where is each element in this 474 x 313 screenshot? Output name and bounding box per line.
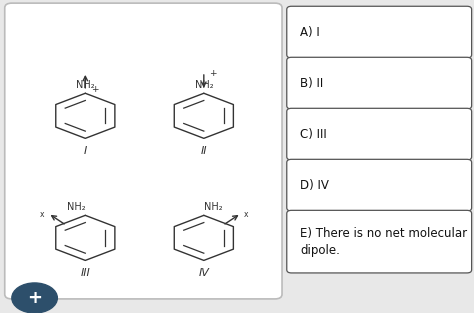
Text: E) There is no net molecular
dipole.: E) There is no net molecular dipole. [300, 227, 467, 257]
Text: x: x [40, 210, 45, 219]
FancyBboxPatch shape [287, 210, 472, 273]
Text: +: + [27, 289, 42, 307]
FancyBboxPatch shape [287, 6, 472, 58]
Text: A) I: A) I [300, 26, 320, 38]
Text: +: + [210, 69, 217, 78]
Text: I: I [84, 146, 87, 156]
Text: C) III: C) III [300, 128, 327, 141]
FancyBboxPatch shape [287, 108, 472, 160]
FancyBboxPatch shape [287, 57, 472, 109]
Text: IV: IV [199, 268, 209, 278]
FancyBboxPatch shape [5, 3, 282, 299]
Text: NH₂: NH₂ [76, 80, 95, 90]
Text: NH₂: NH₂ [66, 202, 85, 212]
Text: III: III [81, 268, 90, 278]
Text: II: II [201, 146, 207, 156]
Text: +: + [91, 85, 99, 94]
FancyBboxPatch shape [287, 159, 472, 211]
Circle shape [12, 283, 57, 313]
Text: B) II: B) II [300, 77, 323, 90]
Text: x: x [244, 210, 248, 219]
Text: D) IV: D) IV [300, 179, 329, 192]
Text: NH₂: NH₂ [194, 80, 213, 90]
Text: NH₂: NH₂ [204, 202, 223, 212]
